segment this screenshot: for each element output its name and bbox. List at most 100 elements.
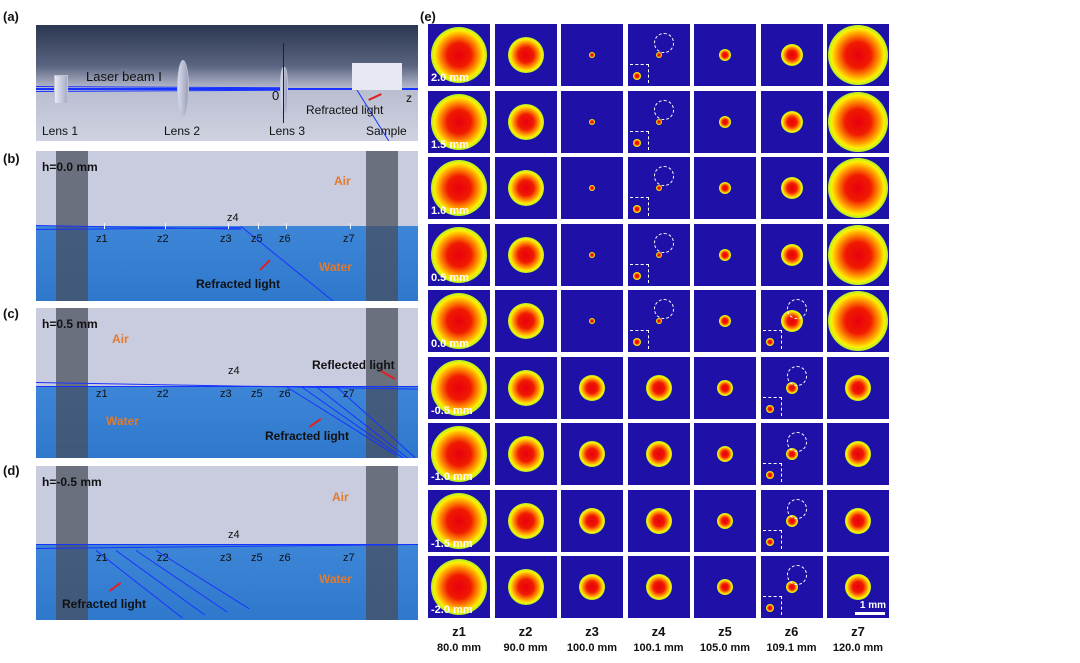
zoomed-spot (765, 537, 774, 546)
beam-profile-cell (760, 489, 823, 552)
column-position-label: 90.0 mm (503, 642, 548, 654)
beam-spot (507, 170, 544, 206)
beam-spot (780, 110, 803, 133)
beam-spot (431, 93, 487, 150)
beam-profile-cell (561, 556, 623, 618)
height-label: h=-0.5 mm (42, 475, 102, 489)
row-height-label: -1.0 mm (431, 471, 473, 483)
beam-spot (507, 37, 544, 73)
beam-profile-cell: 1.5 mm (428, 90, 490, 153)
beam-spot (431, 492, 487, 549)
panel-c-air-water: h=0.5 mm Air Water Reflected light z4 z1… (36, 308, 418, 458)
z6-label: z6 (279, 233, 291, 245)
water-label: Water (106, 414, 139, 428)
beam-profile-cell (494, 556, 557, 618)
beam-spot (845, 507, 871, 534)
zoom-circle (786, 365, 807, 386)
beam-profile-cell (494, 223, 557, 286)
left-wall (56, 466, 88, 620)
lens-3 (280, 67, 288, 114)
z1-label: z1 (96, 552, 108, 564)
beam-profile-cell (760, 423, 823, 485)
zoom-box (762, 596, 782, 615)
row-height-label: 2.0 mm (431, 72, 469, 84)
z5-label: z5 (251, 388, 263, 400)
zoom-box (629, 130, 649, 150)
beam-profile-cell: -1.0 mm (428, 423, 490, 485)
beam-spot (645, 574, 672, 600)
beam-spot (507, 502, 544, 539)
beam-spot (828, 291, 888, 351)
z4-label: z4 (228, 529, 240, 541)
zoom-box (629, 197, 649, 216)
beam-profile-cell (694, 290, 756, 352)
zoomed-spot (765, 471, 774, 479)
beam-profile-cell (694, 489, 756, 552)
z3-label: z3 (220, 233, 232, 245)
column-z-label: z6 (784, 624, 799, 639)
beam-spot (579, 507, 605, 534)
beam-profile-cell (561, 423, 623, 485)
beam-spot (589, 185, 595, 191)
zoom-circle (653, 33, 674, 53)
beam-spot (845, 374, 871, 401)
beam-spot (589, 251, 595, 258)
z4-label: z4 (228, 365, 240, 377)
red-arrow (259, 259, 271, 271)
beam-profile-cell (827, 157, 889, 219)
beam-profile-cell (827, 90, 889, 153)
panel-a-optical-layout: Laser beam I 0 z Refracted light Lens 1 … (36, 25, 418, 141)
beam-profile-cell (627, 356, 690, 419)
beam-profile-cell (561, 24, 623, 86)
beam-profile-grid: 2.0 mm 1.5 mm 1.0 mm 0.5 mm 0.0 mm -0.5 mm -1.… (428, 24, 895, 622)
beam-profile-cell (627, 489, 690, 552)
beam-profile-cell (561, 90, 623, 153)
beam-spot (828, 158, 888, 218)
panel-e-label: (e) (420, 9, 436, 24)
beam-spot (719, 49, 731, 61)
beam-profile-cell (760, 90, 823, 153)
beam-spot (431, 359, 487, 416)
column-z-label: z3 (585, 624, 599, 639)
z3-label: z3 (220, 552, 232, 564)
z7-label: z7 (343, 388, 355, 400)
height-label: h=0.0 mm (42, 160, 98, 174)
lens-3-label: Lens 3 (269, 124, 306, 138)
beam-profile-cell (494, 356, 557, 419)
beam-profile-cell (760, 24, 823, 86)
beam-spot (579, 441, 605, 467)
beam-spot (719, 182, 731, 194)
beam-profile-cell (627, 157, 690, 219)
column-z-label: z5 (718, 624, 732, 639)
beam-spot (655, 185, 662, 191)
beam-spot (828, 91, 888, 152)
axis-z-label: z (406, 91, 412, 105)
zoom-box (762, 463, 782, 482)
beam-profile-cell (827, 356, 889, 419)
z2-label: z2 (157, 552, 169, 564)
beam-profile-cell (694, 90, 756, 153)
beam-spot (719, 115, 731, 128)
beam-spot (645, 374, 672, 401)
column-position-label: 100.1 mm (633, 642, 684, 654)
beam-profile-cell (561, 356, 623, 419)
beam-spot (507, 569, 544, 605)
zoomed-spot (632, 205, 641, 213)
beam-spot (507, 369, 544, 406)
z-tick (228, 223, 229, 229)
beam-spot (655, 318, 662, 324)
column-position-label: 120.0 mm (832, 642, 884, 654)
z-tick (286, 223, 287, 229)
beam-spot (717, 446, 733, 462)
row-height-label: -0.5 mm (431, 404, 473, 417)
zoom-circle (653, 299, 674, 319)
zoom-circle (653, 99, 674, 120)
z4-label: z4 (227, 212, 239, 224)
zoom-circle (786, 299, 807, 319)
lens-2-label: Lens 2 (164, 124, 201, 138)
beam-profile-cell (627, 24, 690, 86)
column-position-label: 80.0 mm (436, 642, 482, 654)
beam-profile-cell (827, 223, 889, 286)
column-position-label: 109.1 mm (766, 642, 817, 654)
beam-spot (645, 507, 672, 534)
